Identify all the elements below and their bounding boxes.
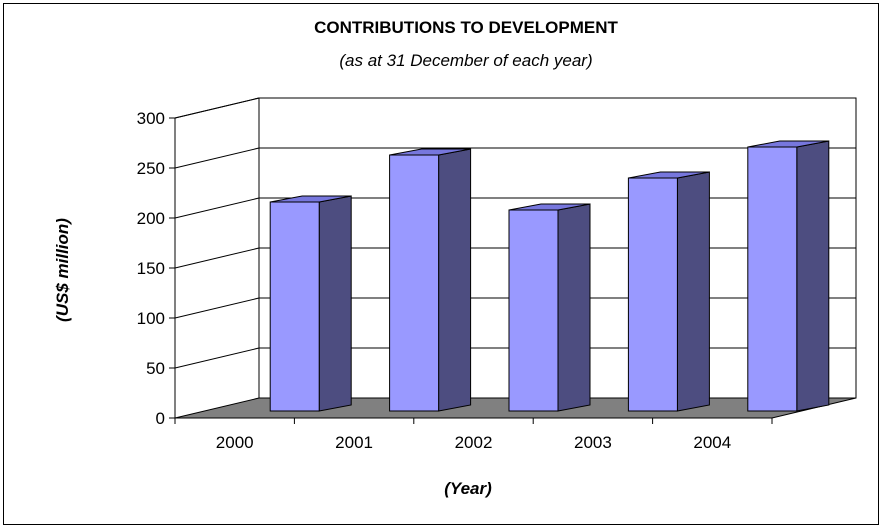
bar-2001 <box>389 154 440 412</box>
bar-side-2002 <box>557 203 591 412</box>
x-tick-label: 2000 <box>216 433 254 452</box>
y-tick-label: 300 <box>137 109 165 128</box>
side-wall-gridline <box>174 197 260 219</box>
bar-side-2000 <box>318 195 352 412</box>
chart-title: CONTRIBUTIONS TO DEVELOPMENT <box>314 18 618 37</box>
bar-side-2001 <box>438 148 472 412</box>
bar-2004 <box>747 146 798 412</box>
x-tick-label: 2002 <box>455 433 493 452</box>
bar-side-2003 <box>676 171 710 412</box>
x-tick-label: 2003 <box>574 433 612 452</box>
bar-2002 <box>508 209 559 412</box>
x-tick-label: 2004 <box>693 433 731 452</box>
chart-subtitle: (as at 31 December of each year) <box>339 51 592 70</box>
plot-area: 0 50 100 150 200 250 300 2000 2001 2002 2003 2004 <box>137 97 857 452</box>
bar-2003 <box>627 177 678 412</box>
y-tick-label: 200 <box>137 209 165 228</box>
side-wall-gridline <box>174 147 260 169</box>
side-wall-gridline <box>174 247 260 269</box>
x-axis-label: (Year) <box>444 479 492 498</box>
y-tick-label: 100 <box>137 309 165 328</box>
bar-2000 <box>269 201 320 412</box>
side-wall-gridline <box>174 297 260 319</box>
side-wall-gridline <box>174 347 260 369</box>
y-tick-label: 250 <box>137 159 165 178</box>
bar-side-2004 <box>796 140 830 412</box>
side-wall-top-edge <box>174 97 260 119</box>
y-axis-label: (US$ million) <box>53 218 72 322</box>
y-tick-label: 150 <box>137 259 165 278</box>
y-tick-label: 50 <box>146 359 165 378</box>
x-tick-label: 2001 <box>335 433 373 452</box>
y-tick-label: 0 <box>156 409 165 428</box>
